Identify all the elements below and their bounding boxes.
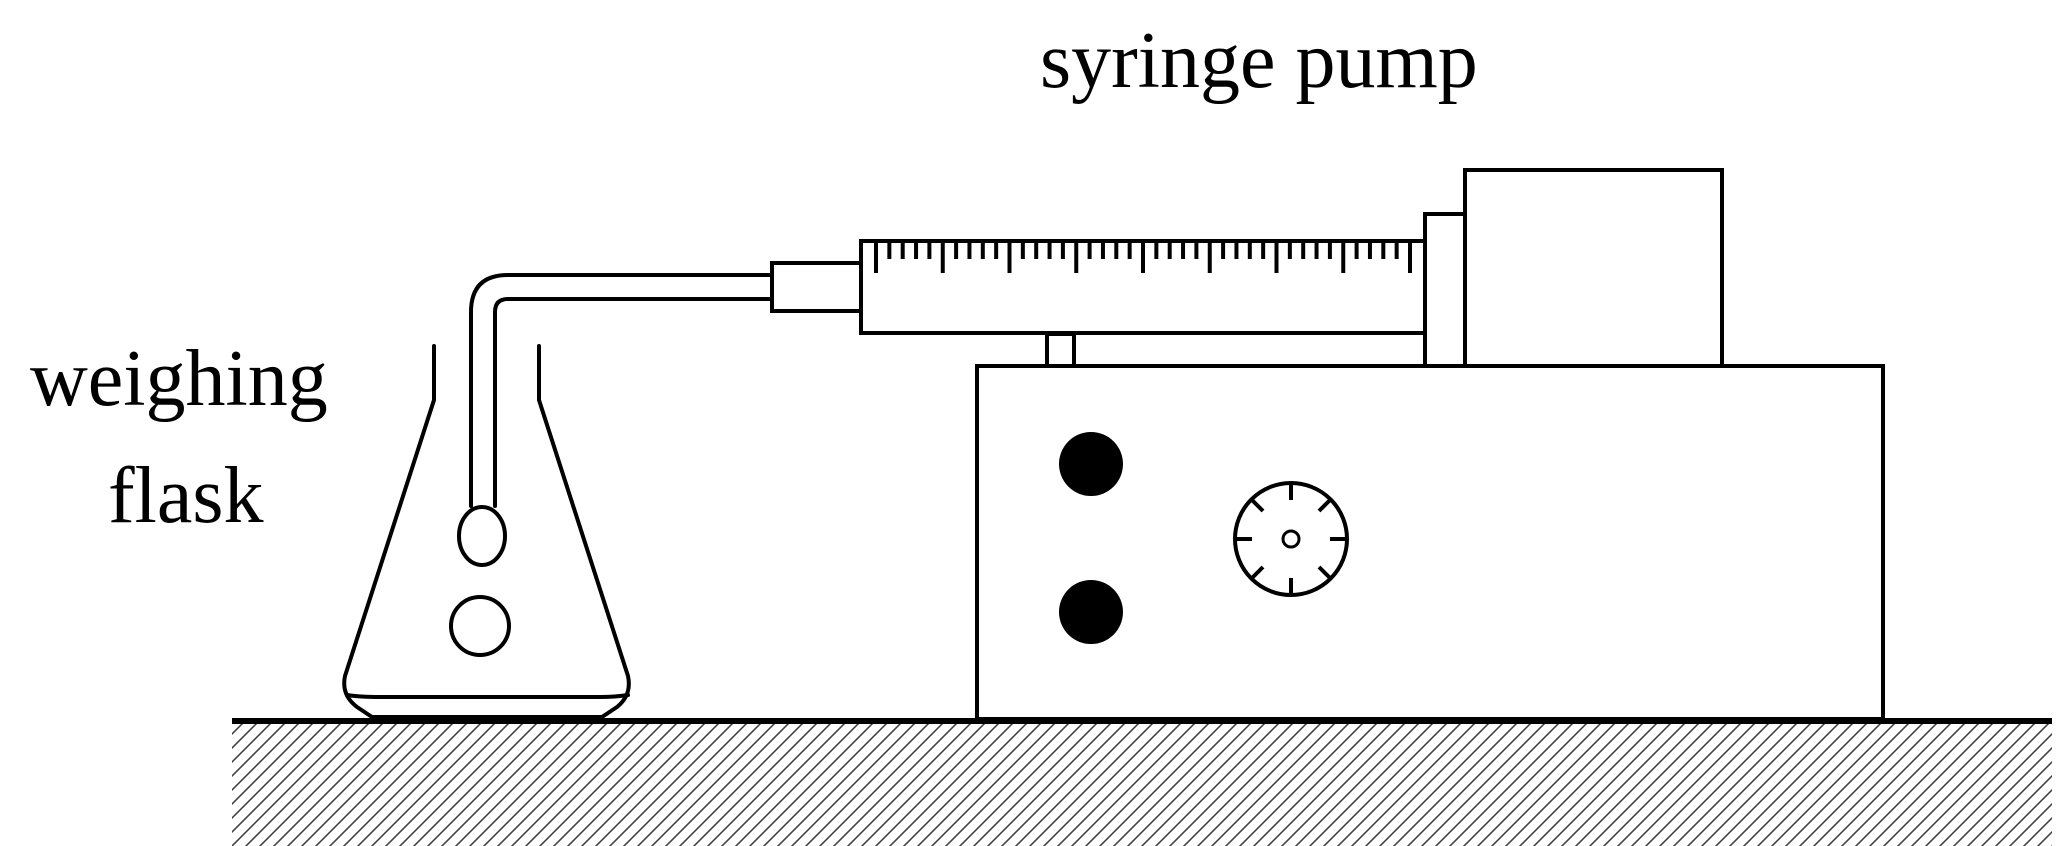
syringe-barrel [859, 239, 1427, 335]
weighing-flask-label-line1: weighing [30, 335, 328, 423]
syringe-pump-label: syringe pump [1040, 17, 1478, 105]
syringe-graduations [874, 241, 1412, 273]
weighing-flask-label-line2: flask [108, 452, 264, 540]
syringe-plunger-flange [1423, 212, 1467, 368]
pump-knob-bottom [1059, 580, 1123, 644]
syringe-tip-connector [770, 261, 863, 313]
pump-knob-top [1059, 432, 1123, 496]
syringe-support-post [1045, 332, 1076, 368]
ground [232, 718, 2052, 846]
pump-motor-housing [1463, 168, 1724, 368]
droplet-falling [457, 505, 507, 567]
delivery-tube [469, 273, 774, 508]
dial-icon [1233, 481, 1349, 597]
weighing-flask [342, 344, 631, 719]
pump-body [975, 364, 1885, 721]
droplet [449, 595, 511, 657]
